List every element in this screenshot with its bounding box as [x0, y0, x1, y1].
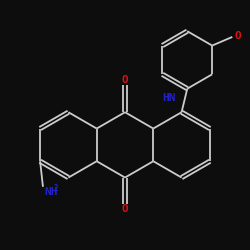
Text: O: O: [122, 204, 128, 214]
Text: NH: NH: [44, 187, 58, 197]
Text: HN: HN: [162, 92, 175, 102]
Text: 2: 2: [54, 184, 59, 193]
Text: O: O: [234, 30, 241, 40]
Text: O: O: [122, 75, 128, 85]
